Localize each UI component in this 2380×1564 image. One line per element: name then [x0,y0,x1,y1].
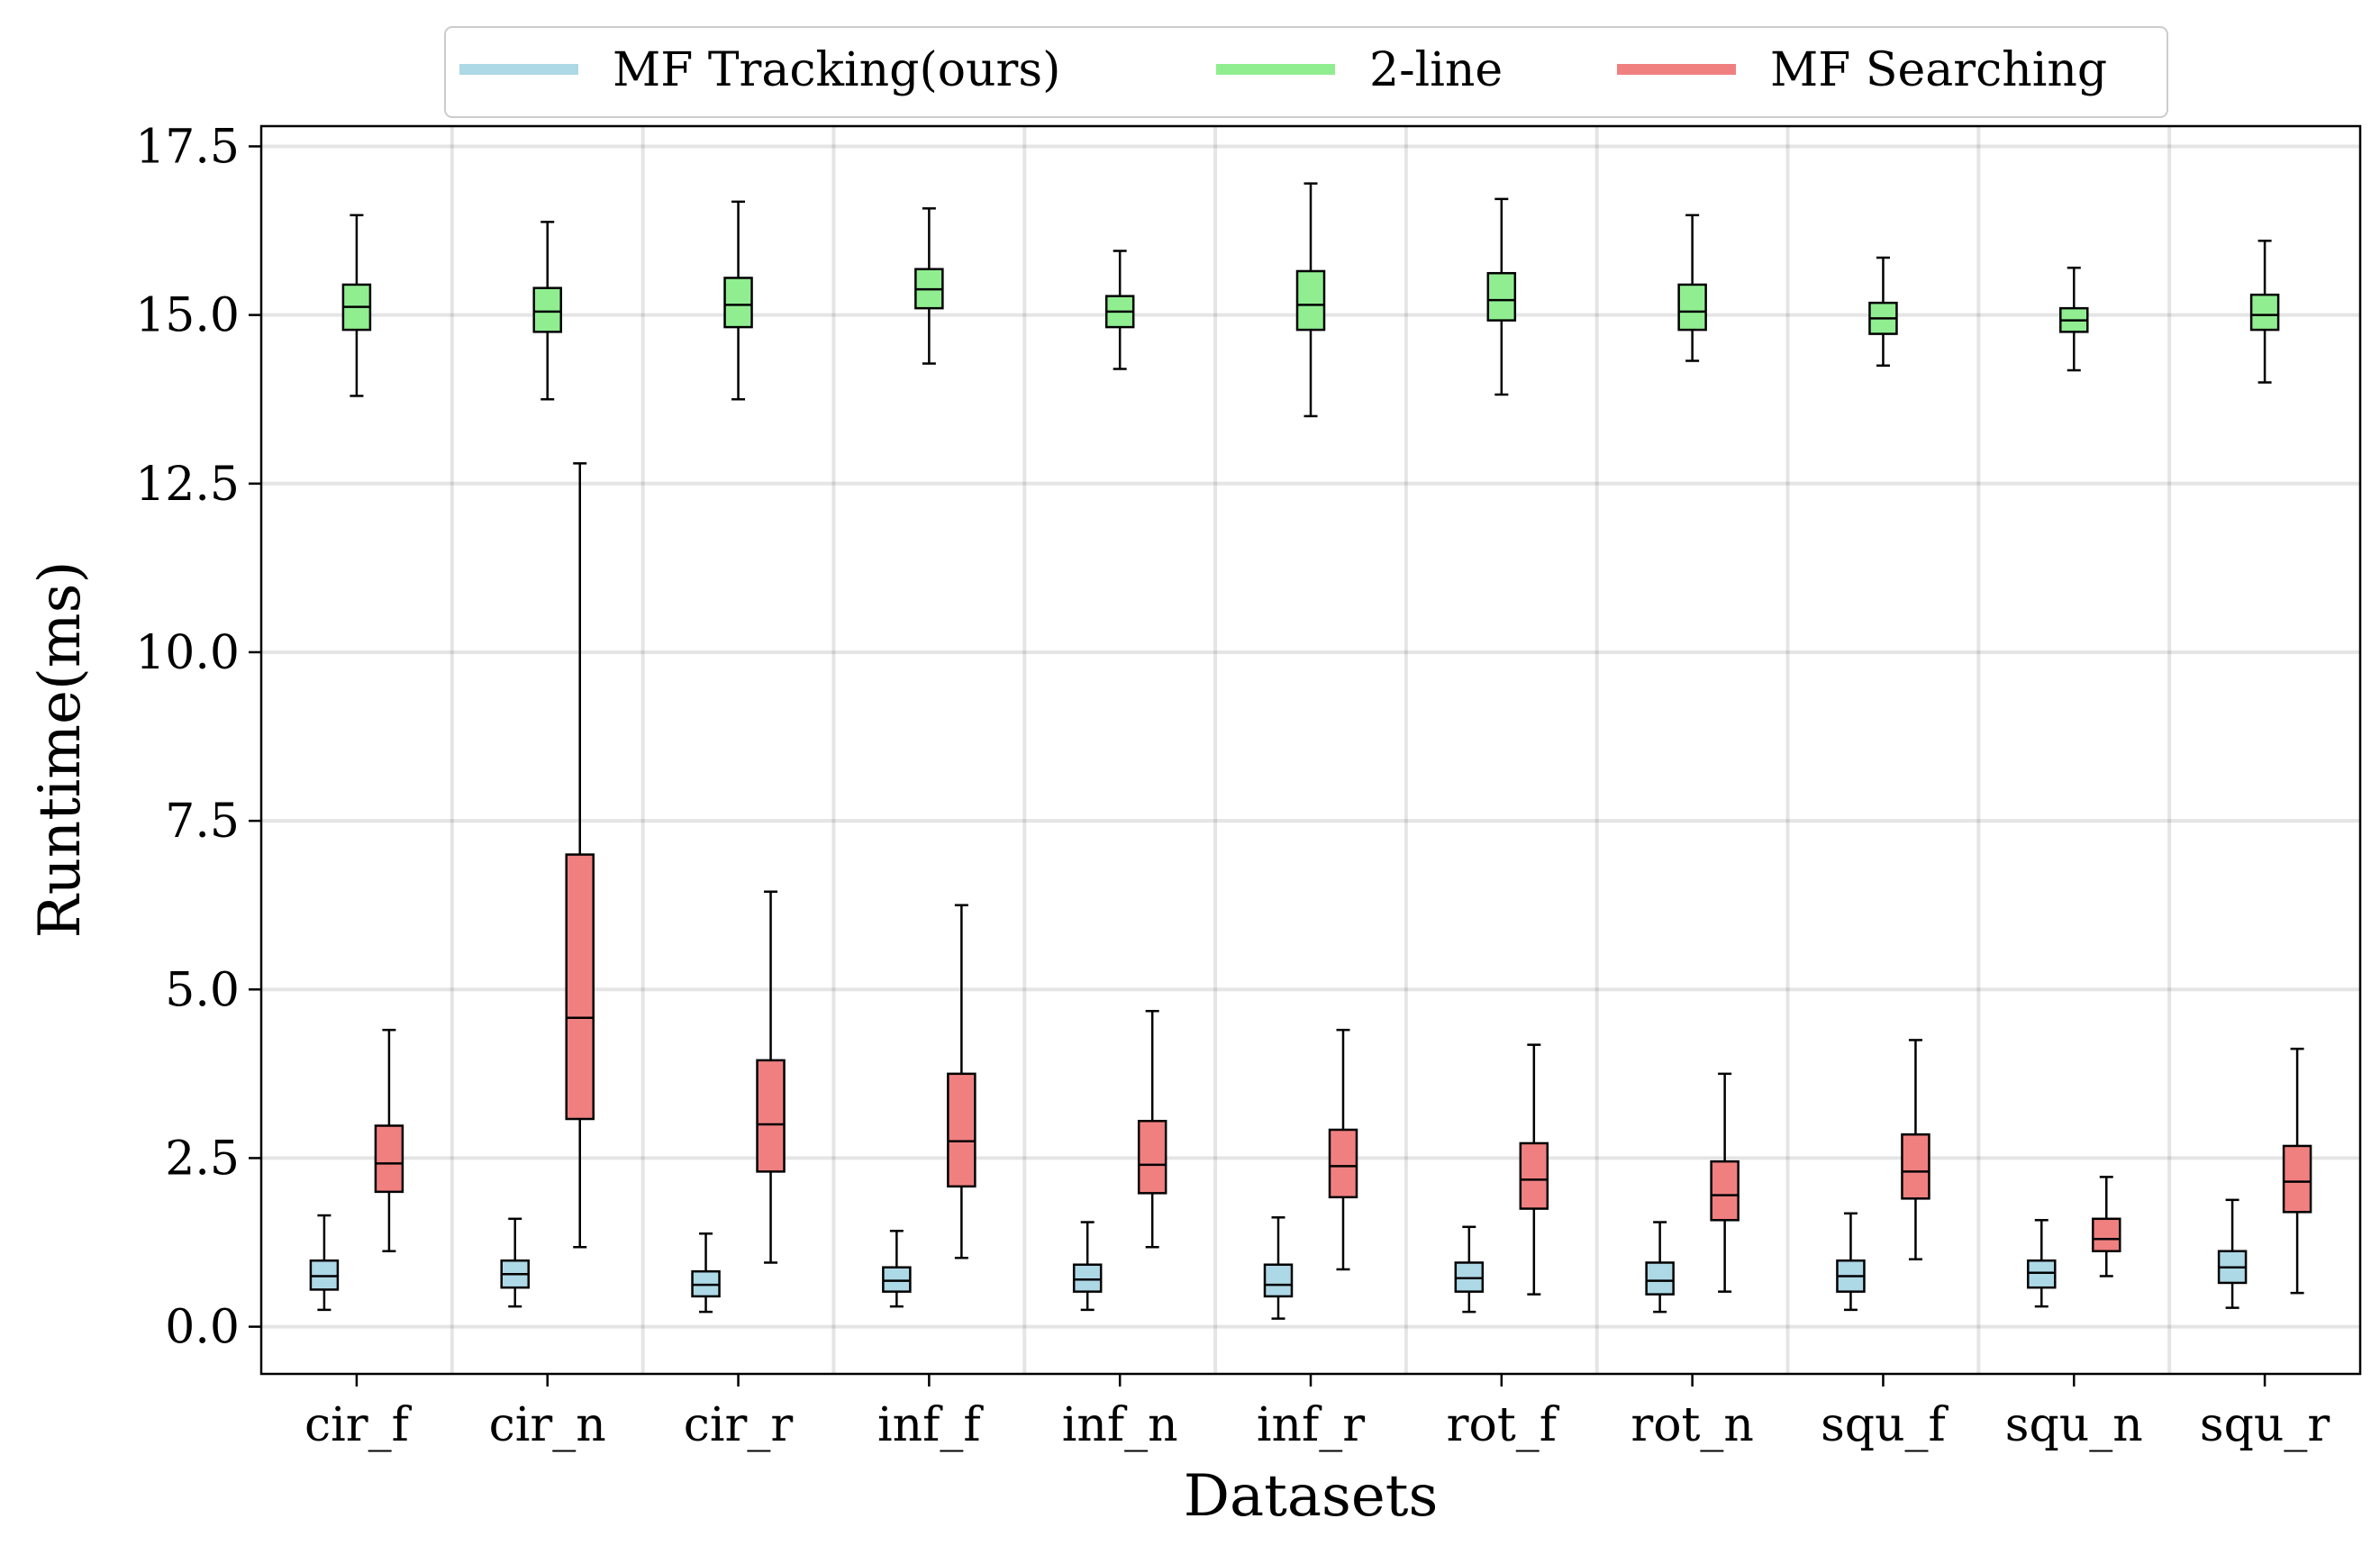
box-2-line-cir_f [341,214,372,397]
box-body [1901,1132,1930,1200]
box-body [1710,1159,1740,1222]
box-2-line-cir_r [723,200,753,401]
box-mf-searching-cir_r [756,890,786,1264]
box-body [1645,1261,1675,1296]
box-2-line-squ_n [2059,266,2089,372]
box-2-line-rot_n [1677,214,1707,362]
x-tick-label: rot_f [1447,1398,1560,1452]
y-tick-label: 15.0 [135,289,240,343]
box-mf-tracking-ours--squ_n [2027,1219,2057,1308]
box-body [723,277,753,329]
y-tick-label: 0.0 [165,1301,240,1355]
y-tick-label: 17.5 [135,120,240,174]
legend: MF Tracking(ours) 2-line MF Searching [444,26,2168,118]
legend-label: MF Searching [1770,43,2107,97]
box-body [2249,293,2280,332]
x-axis: cir_f cir_n cir_r inf_f inf_n inf_r rot_f rot_n… [304,1374,2330,1452]
box-2-line-squ_f [1868,256,1898,368]
x-tick-label: squ_f [1821,1398,1949,1452]
box-mf-tracking-ours--squ_f [1836,1212,1866,1312]
box-body [1328,1128,1358,1199]
plot-layer [309,182,2312,1320]
box-mf-tracking-ours--inf_n [1072,1221,1103,1312]
x-tick-label: squ_r [2200,1398,2330,1452]
box-body [1486,271,1517,322]
box-body [1072,1263,1103,1293]
box-2-line-inf_r [1295,182,1326,418]
box-mf-tracking-ours--rot_f [1454,1225,1485,1314]
box-mf-searching-squ_r [2282,1047,2312,1295]
box-2-line-inf_f [914,207,944,365]
y-tick-label: 7.5 [165,795,240,849]
box-mf-tracking-ours--cir_n [500,1217,530,1308]
box-body [374,1124,404,1194]
box-body [756,1059,786,1173]
box-mf-tracking-ours--rot_n [1645,1221,1675,1314]
legend-label: MF Tracking(ours) [613,43,1060,97]
box-2-line-rot_f [1486,197,1517,396]
y-axis-title: Runtime(ms) [27,561,94,939]
legend-label: 2-line [1369,43,1503,97]
box-2-line-inf_n [1104,250,1135,370]
box-body [565,853,595,1121]
box-mf-searching-cir_n [565,462,595,1249]
y-tick-label: 5.0 [165,963,240,1017]
x-tick-label: inf_r [1257,1398,1365,1452]
y-axis: 0.0 2.5 5.0 7.5 10.0 12.5 15.0 17.5 [135,120,261,1355]
box-body [1295,269,1326,332]
box-2-line-cir_n [532,221,562,401]
box-body [1263,1263,1294,1298]
x-tick-label: squ_n [2005,1398,2143,1452]
y-tick-label: 2.5 [165,1132,240,1186]
box-mf-searching-inf_n [1137,1009,1167,1249]
box-mf-tracking-ours--squ_r [2217,1198,2248,1309]
y-tick-label: 12.5 [135,458,240,512]
box-body [2027,1259,2057,1289]
grid-layer [261,126,2360,1374]
x-tick-label: cir_r [684,1398,794,1452]
y-tick-label: 10.0 [135,626,240,680]
box-mf-tracking-ours--inf_f [882,1230,912,1308]
box-mf-searching-cir_f [374,1028,404,1252]
legend-entry-mf-tracking-ours-: MF Tracking(ours) [459,43,1060,97]
box-mf-tracking-ours--cir_f [309,1214,340,1312]
box-mf-searching-inf_r [1328,1028,1358,1271]
box-mf-tracking-ours--cir_r [691,1232,721,1314]
box-mf-searching-rot_n [1710,1072,1740,1293]
box-body [882,1266,912,1293]
box-body [1137,1120,1167,1195]
box-body [1677,283,1707,332]
box-mf-searching-rot_f [1519,1043,1549,1296]
x-tick-label: inf_n [1062,1398,1178,1452]
box-body [947,1072,977,1188]
legend-entry-2-line: 2-line [1216,43,1503,97]
box-body [532,286,562,333]
box-mf-searching-squ_f [1901,1039,1930,1260]
x-tick-label: rot_n [1631,1398,1754,1452]
x-tick-label: cir_n [489,1398,606,1452]
box-mf-tracking-ours--inf_r [1263,1216,1294,1320]
box-body [1519,1141,1549,1210]
legend-entry-mf-searching: MF Searching [1617,43,2107,97]
x-axis-title: Datasets [1184,1463,1439,1530]
x-tick-label: inf_f [877,1398,984,1452]
x-tick-label: cir_f [304,1398,413,1452]
box-mf-searching-squ_n [2092,1176,2121,1278]
box-mf-searching-inf_f [947,904,977,1259]
box-body [2282,1144,2312,1214]
box-body [2092,1217,2121,1252]
box-2-line-squ_r [2249,240,2280,384]
